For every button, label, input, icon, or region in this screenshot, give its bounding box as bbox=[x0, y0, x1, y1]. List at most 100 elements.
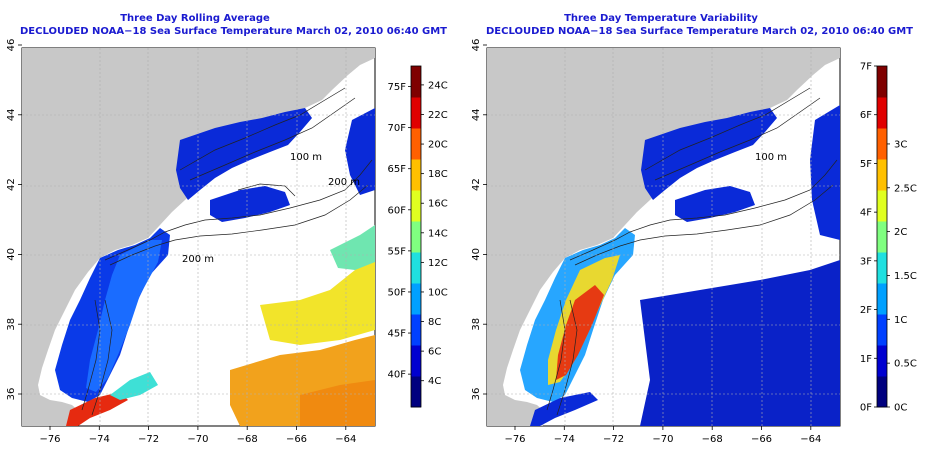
left-colorbar-segment bbox=[411, 159, 421, 191]
right-colorbar-segment bbox=[877, 345, 887, 377]
right-colorbar-c-label: 1.5C bbox=[894, 271, 917, 282]
right-grid bbox=[487, 48, 840, 426]
left-colorbar-segment bbox=[411, 314, 421, 346]
left-colorbar-segment bbox=[411, 345, 421, 377]
right-colorbar-f-label: 2F bbox=[860, 305, 872, 316]
right-colorbar-f-label: 5F bbox=[860, 159, 872, 170]
left-colorbar-f-label: 45F bbox=[388, 329, 407, 340]
left-colorbar-segment bbox=[411, 283, 421, 315]
left-colorbar-c-label: 6C bbox=[428, 347, 441, 358]
right-x-tick-label: −66 bbox=[751, 434, 772, 445]
right-colorbar-segment bbox=[877, 128, 887, 160]
right-y-tick-label: 38 bbox=[471, 318, 482, 331]
right-y-ticks: 36 38 40 42 44 46 bbox=[471, 39, 487, 401]
right-x-tick-label: −76 bbox=[504, 434, 525, 445]
left-colorbar-c-label: 18C bbox=[428, 169, 448, 180]
left-colorbar-segment bbox=[411, 221, 421, 253]
right-colorbar-segment bbox=[877, 66, 887, 98]
right-y-tick-label: 36 bbox=[471, 388, 482, 401]
right-colorbar-segment bbox=[877, 221, 887, 253]
left-georges-patch bbox=[210, 186, 290, 222]
right-colorbar-c-label: 2C bbox=[894, 227, 907, 238]
right-colorbar-frame bbox=[876, 65, 888, 408]
left-colorbar-f-label: 70F bbox=[388, 123, 407, 134]
left-title-line2: DECLOUDED NOAA−18 Sea Surface Temperatur… bbox=[20, 26, 448, 37]
left-x-tick-label: −66 bbox=[286, 434, 307, 445]
right-colorbar-f-label: 3F bbox=[860, 256, 872, 267]
left-colorbar-c-label: 22C bbox=[428, 110, 448, 121]
left-x-tick-label: −74 bbox=[89, 434, 110, 445]
left-contour-100m: 100 m bbox=[290, 152, 322, 163]
left-warm-orange2 bbox=[300, 380, 375, 426]
right-x-tick-label: −68 bbox=[702, 434, 723, 445]
right-gulfstream-blue bbox=[530, 392, 598, 426]
right-x-tick-label: −74 bbox=[554, 434, 575, 445]
right-colorbar-segment bbox=[877, 97, 887, 129]
right-colorbar-segment bbox=[877, 283, 887, 315]
left-x-tick-label: −72 bbox=[138, 434, 159, 445]
right-colorbar-c-label: 3C bbox=[894, 139, 907, 150]
right-colorbar: 0F 1F 2F 3F 4F 5F 6F 7F 0C 0.5C 1C 1.5C 2C 2.5C 3C bbox=[860, 62, 917, 414]
right-georges-patch bbox=[675, 186, 755, 222]
left-colorbar-c-label: 16C bbox=[428, 199, 448, 210]
left-y-tick-label: 42 bbox=[6, 178, 17, 191]
left-x-tick-label: −68 bbox=[237, 434, 258, 445]
left-x-ticks: −76 −74 −72 −70 −68 −66 −64 bbox=[39, 426, 356, 445]
left-land bbox=[22, 48, 375, 426]
right-contours bbox=[546, 87, 838, 416]
right-x-tick-label: −70 bbox=[652, 434, 673, 445]
right-y-tick-label: 42 bbox=[471, 178, 482, 191]
left-east-blue bbox=[345, 108, 375, 195]
left-colorbar-segment bbox=[411, 190, 421, 222]
right-colorbar-f-label: 4F bbox=[860, 208, 872, 219]
left-colorbar-segment bbox=[411, 376, 421, 408]
right-colorbar-c-label: 0C bbox=[894, 403, 907, 414]
right-colorbar-c-label: 0.5C bbox=[894, 359, 917, 370]
left-colorbar-f-label: 50F bbox=[388, 287, 407, 298]
left-y-tick-label: 44 bbox=[6, 108, 17, 121]
left-x-tick-label: −70 bbox=[187, 434, 208, 445]
left-colorbar-segment bbox=[411, 97, 421, 129]
right-map: 100 m bbox=[486, 47, 841, 427]
left-x-tick-label: −76 bbox=[39, 434, 60, 445]
right-title-line2: DECLOUDED NOAA−18 Sea Surface Temperatur… bbox=[486, 26, 914, 37]
left-y-tick-label: 36 bbox=[6, 388, 17, 401]
left-colorbar-f-label: 60F bbox=[388, 205, 407, 216]
right-colorbar-f-label: 1F bbox=[860, 354, 872, 365]
left-colorbar-segment bbox=[411, 66, 421, 98]
left-map: 100 m 200 m 200 m bbox=[21, 47, 376, 427]
left-contour-200m-b: 200 m bbox=[182, 254, 214, 265]
right-y-tick-label: 44 bbox=[471, 108, 482, 121]
left-colorbar-c-label: 12C bbox=[428, 258, 448, 269]
right-colorbar-segment bbox=[877, 159, 887, 191]
left-contours bbox=[81, 87, 373, 416]
left-contour-200m-a: 200 m bbox=[328, 177, 360, 188]
left-colorbar-f-label: 75F bbox=[388, 82, 407, 93]
left-colorbar-c-label: 20C bbox=[428, 140, 448, 151]
left-title-line1: Three Day Rolling Average bbox=[120, 13, 270, 24]
right-colorbar-c-label: 2.5C bbox=[894, 183, 917, 194]
left-colorbar-c-label: 4C bbox=[428, 376, 441, 387]
left-shelf-mid bbox=[86, 240, 162, 392]
left-colorbar-c-label: 24C bbox=[428, 80, 448, 91]
right-colorbar-f-label: 7F bbox=[860, 62, 872, 73]
right-shelf-red bbox=[556, 285, 604, 380]
right-colorbar-f-label: 0F bbox=[860, 403, 872, 414]
left-colorbar-frame bbox=[410, 65, 422, 408]
left-title: Three Day Rolling Average DECLOUDED NOAA… bbox=[20, 12, 448, 38]
left-colorbar-segment bbox=[411, 252, 421, 284]
left-colorbar-f-label: 40F bbox=[388, 370, 407, 381]
right-east-patch bbox=[810, 105, 840, 240]
right-x-ticks: −76 −74 −72 −70 −68 −66 −64 bbox=[504, 426, 821, 445]
right-colorbar-segment bbox=[877, 252, 887, 284]
left-colorbar-c-label: 8C bbox=[428, 317, 441, 328]
left-y-tick-label: 38 bbox=[6, 318, 17, 331]
right-colorbar-segment bbox=[877, 314, 887, 346]
right-colorbar-f-label: 6F bbox=[860, 110, 872, 121]
right-contour-100m: 100 m bbox=[755, 152, 787, 163]
left-grid bbox=[22, 48, 375, 426]
right-y-tick-label: 46 bbox=[471, 39, 482, 52]
right-offshore-blue bbox=[640, 260, 840, 426]
right-y-tick-label: 40 bbox=[471, 248, 482, 261]
